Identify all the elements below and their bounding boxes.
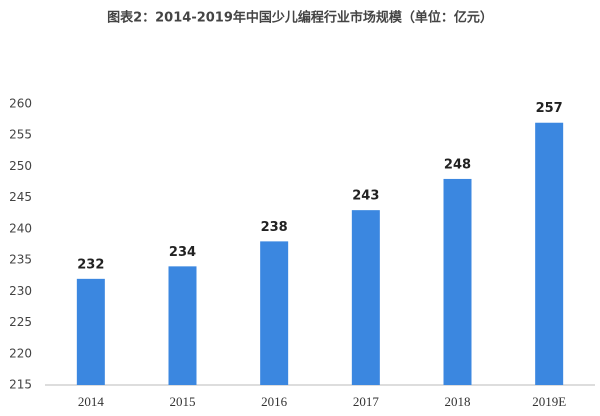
bar [351,210,380,385]
y-tick-label: 240 [9,221,32,235]
bar [168,266,197,385]
value-label: 257 [536,101,563,116]
value-label: 232 [77,257,104,272]
value-label: 248 [444,157,471,172]
bar [260,241,289,385]
x-tick-label: 2014 [78,394,105,409]
y-tick-label: 245 [9,190,32,204]
y-tick-label: 230 [9,284,32,298]
value-label: 238 [261,220,288,235]
y-tick-label: 250 [9,159,32,173]
bar [76,278,105,385]
x-tick-label: 2018 [445,394,471,409]
y-tick-label: 255 [9,128,32,142]
y-tick-label: 235 [9,253,32,267]
bar [535,122,564,385]
y-tick-label: 225 [9,315,32,329]
x-tick-label: 2017 [353,394,380,409]
bar [443,178,472,385]
y-tick-label: 220 [9,346,32,360]
value-label: 234 [169,245,196,260]
x-tick-label: 2019E [532,394,566,409]
chart-title: 图表2：2014-2019年中国少儿编程行业市场规模（单位：亿元） [107,10,493,26]
x-tick-label: 2016 [261,394,288,409]
value-label: 243 [352,189,379,204]
y-tick-label: 215 [9,378,32,392]
y-tick-label: 260 [9,97,32,111]
x-tick-label: 2015 [170,394,196,409]
